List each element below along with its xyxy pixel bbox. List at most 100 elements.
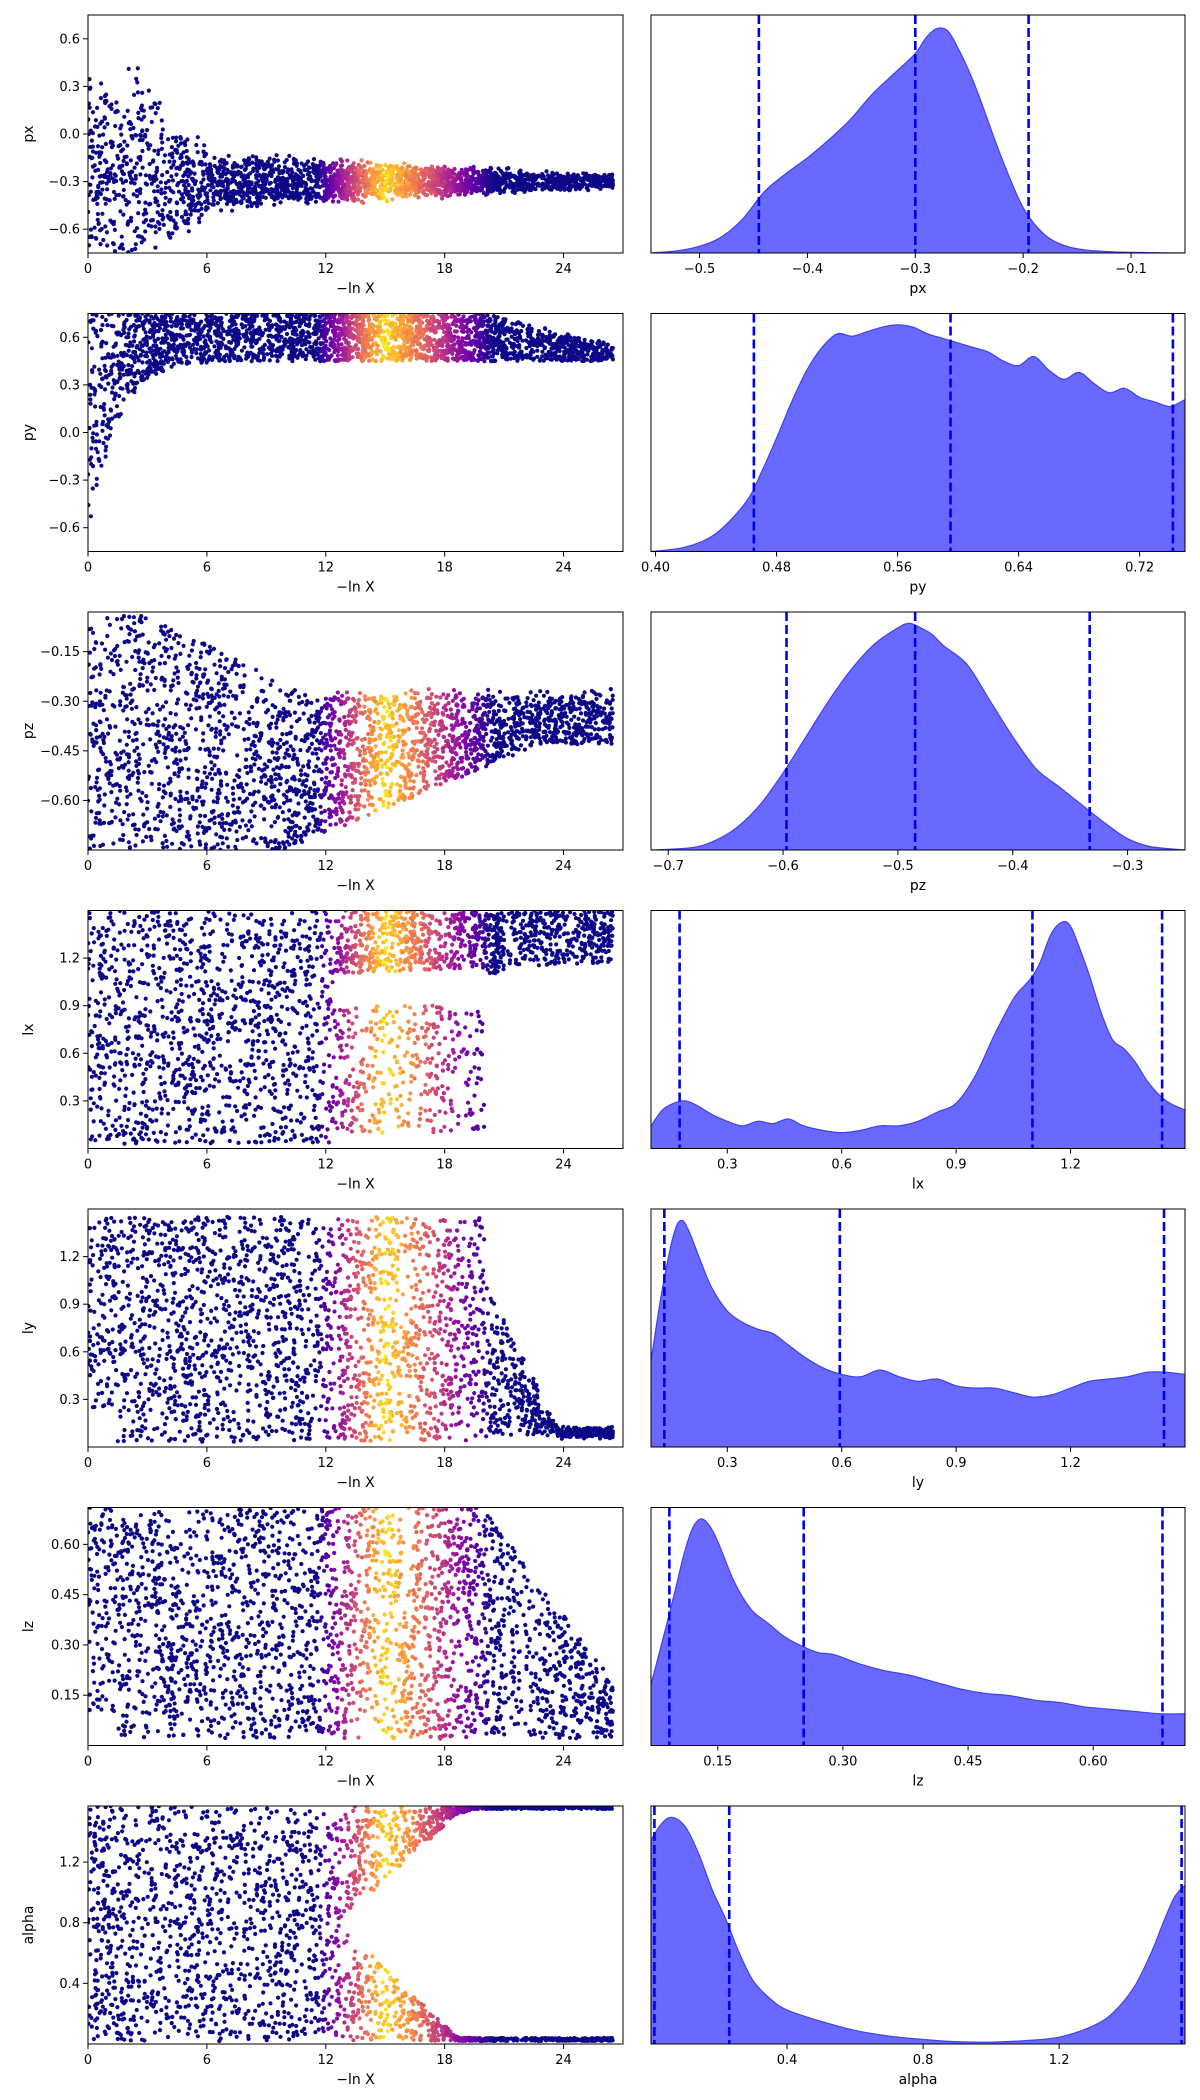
scatter-point <box>272 187 277 192</box>
scatter-point <box>226 169 232 175</box>
scatter-point <box>331 189 336 194</box>
scatter-point <box>284 193 289 198</box>
scatter-point <box>217 340 222 345</box>
scatter-point <box>138 187 143 192</box>
scatter-point <box>174 319 179 324</box>
scatter-point <box>219 323 224 328</box>
scatter-point <box>520 323 526 328</box>
scatter-point <box>557 354 562 359</box>
scatter-point <box>157 326 163 331</box>
scatter-point <box>90 313 95 317</box>
scatter-point <box>520 338 525 343</box>
scatter-point <box>261 166 266 171</box>
scatter-point <box>310 348 315 354</box>
scatter-point <box>451 337 456 342</box>
scatter-point <box>600 348 605 353</box>
scatter-point <box>331 194 336 200</box>
scatter-point <box>171 218 176 223</box>
scatter-point <box>521 178 526 183</box>
scatter-point <box>287 338 292 343</box>
scatter-point <box>119 333 124 338</box>
scatter-point <box>296 316 301 321</box>
scatter-point <box>102 387 108 392</box>
scatter-point <box>159 135 164 141</box>
scatter-point <box>549 357 555 362</box>
scatter-point <box>390 176 395 181</box>
scatter-point <box>460 347 465 352</box>
scatter-point <box>186 182 191 188</box>
scatter-point <box>181 200 186 205</box>
scatter-point <box>125 222 130 227</box>
scatter-point <box>323 350 328 355</box>
scatter-point <box>350 196 355 201</box>
scatter-point <box>610 357 616 362</box>
scatter-point <box>135 66 140 71</box>
scatter-point <box>88 401 93 406</box>
scatter-point <box>344 176 350 182</box>
scatter-point <box>445 343 450 349</box>
scatter-point <box>410 170 415 175</box>
scatter-point <box>283 185 288 190</box>
scatter-point <box>332 178 338 183</box>
scatter-point <box>321 198 326 204</box>
scatter-point <box>599 179 604 184</box>
scatter-point <box>102 115 107 120</box>
scatter-point <box>153 352 158 357</box>
scatter-point <box>109 390 115 395</box>
scatter-point <box>529 329 534 334</box>
scatter-point <box>114 287 118 291</box>
scatter-point <box>272 202 277 207</box>
scatter-point <box>88 472 91 477</box>
scatter-point <box>398 327 403 332</box>
scatter-point <box>210 321 215 326</box>
scatter-point <box>167 159 172 164</box>
scatter-point <box>445 188 450 193</box>
scatter-point <box>360 192 365 197</box>
scatter-point <box>269 324 274 330</box>
scatter-point <box>367 358 372 363</box>
scatter-point <box>199 212 204 217</box>
scatter-point <box>88 397 93 402</box>
scatter-point <box>371 313 376 317</box>
scatter-point <box>134 226 140 231</box>
scatter-point <box>210 173 215 178</box>
scatter-point <box>101 440 106 446</box>
scatter-point <box>477 354 482 359</box>
scatter-point <box>121 194 126 199</box>
scatter-point <box>138 172 143 177</box>
scatter-point <box>89 385 94 390</box>
scatter-point <box>469 179 474 184</box>
scatter-point <box>160 217 165 222</box>
scatter-point <box>224 201 230 206</box>
scatter-point <box>203 350 208 355</box>
scatter-point <box>335 333 340 338</box>
scatter-point <box>424 358 429 363</box>
scatter-point <box>493 182 498 187</box>
scatter-point <box>108 277 112 281</box>
scatter-point <box>170 231 175 236</box>
scatter-point <box>143 330 148 335</box>
scatter-point <box>415 340 420 345</box>
scatter-point <box>187 193 192 198</box>
scatter-point <box>535 174 540 179</box>
scatter-point <box>586 188 591 193</box>
scatter-point <box>208 188 213 193</box>
scatter-point <box>270 167 275 172</box>
scatter-point <box>119 351 124 357</box>
scatter-point <box>276 164 282 169</box>
scatter-point <box>138 340 143 345</box>
scatter-point <box>88 503 91 508</box>
scatter-point <box>414 177 419 182</box>
scatter-point <box>149 181 154 186</box>
scatter-point <box>160 369 166 374</box>
scatter-point <box>89 138 94 143</box>
scatter-point <box>310 165 316 171</box>
scatter-point <box>168 209 173 215</box>
scatter-point <box>183 143 188 148</box>
scatter-point <box>278 200 283 205</box>
scatter-point <box>154 371 159 376</box>
scatter-point <box>209 182 214 187</box>
trace-panel-py: 0 6 12 18 240.60.30.0−0.3−0.6−ln Xpy <box>21 313 624 596</box>
scatter-point <box>269 353 275 358</box>
